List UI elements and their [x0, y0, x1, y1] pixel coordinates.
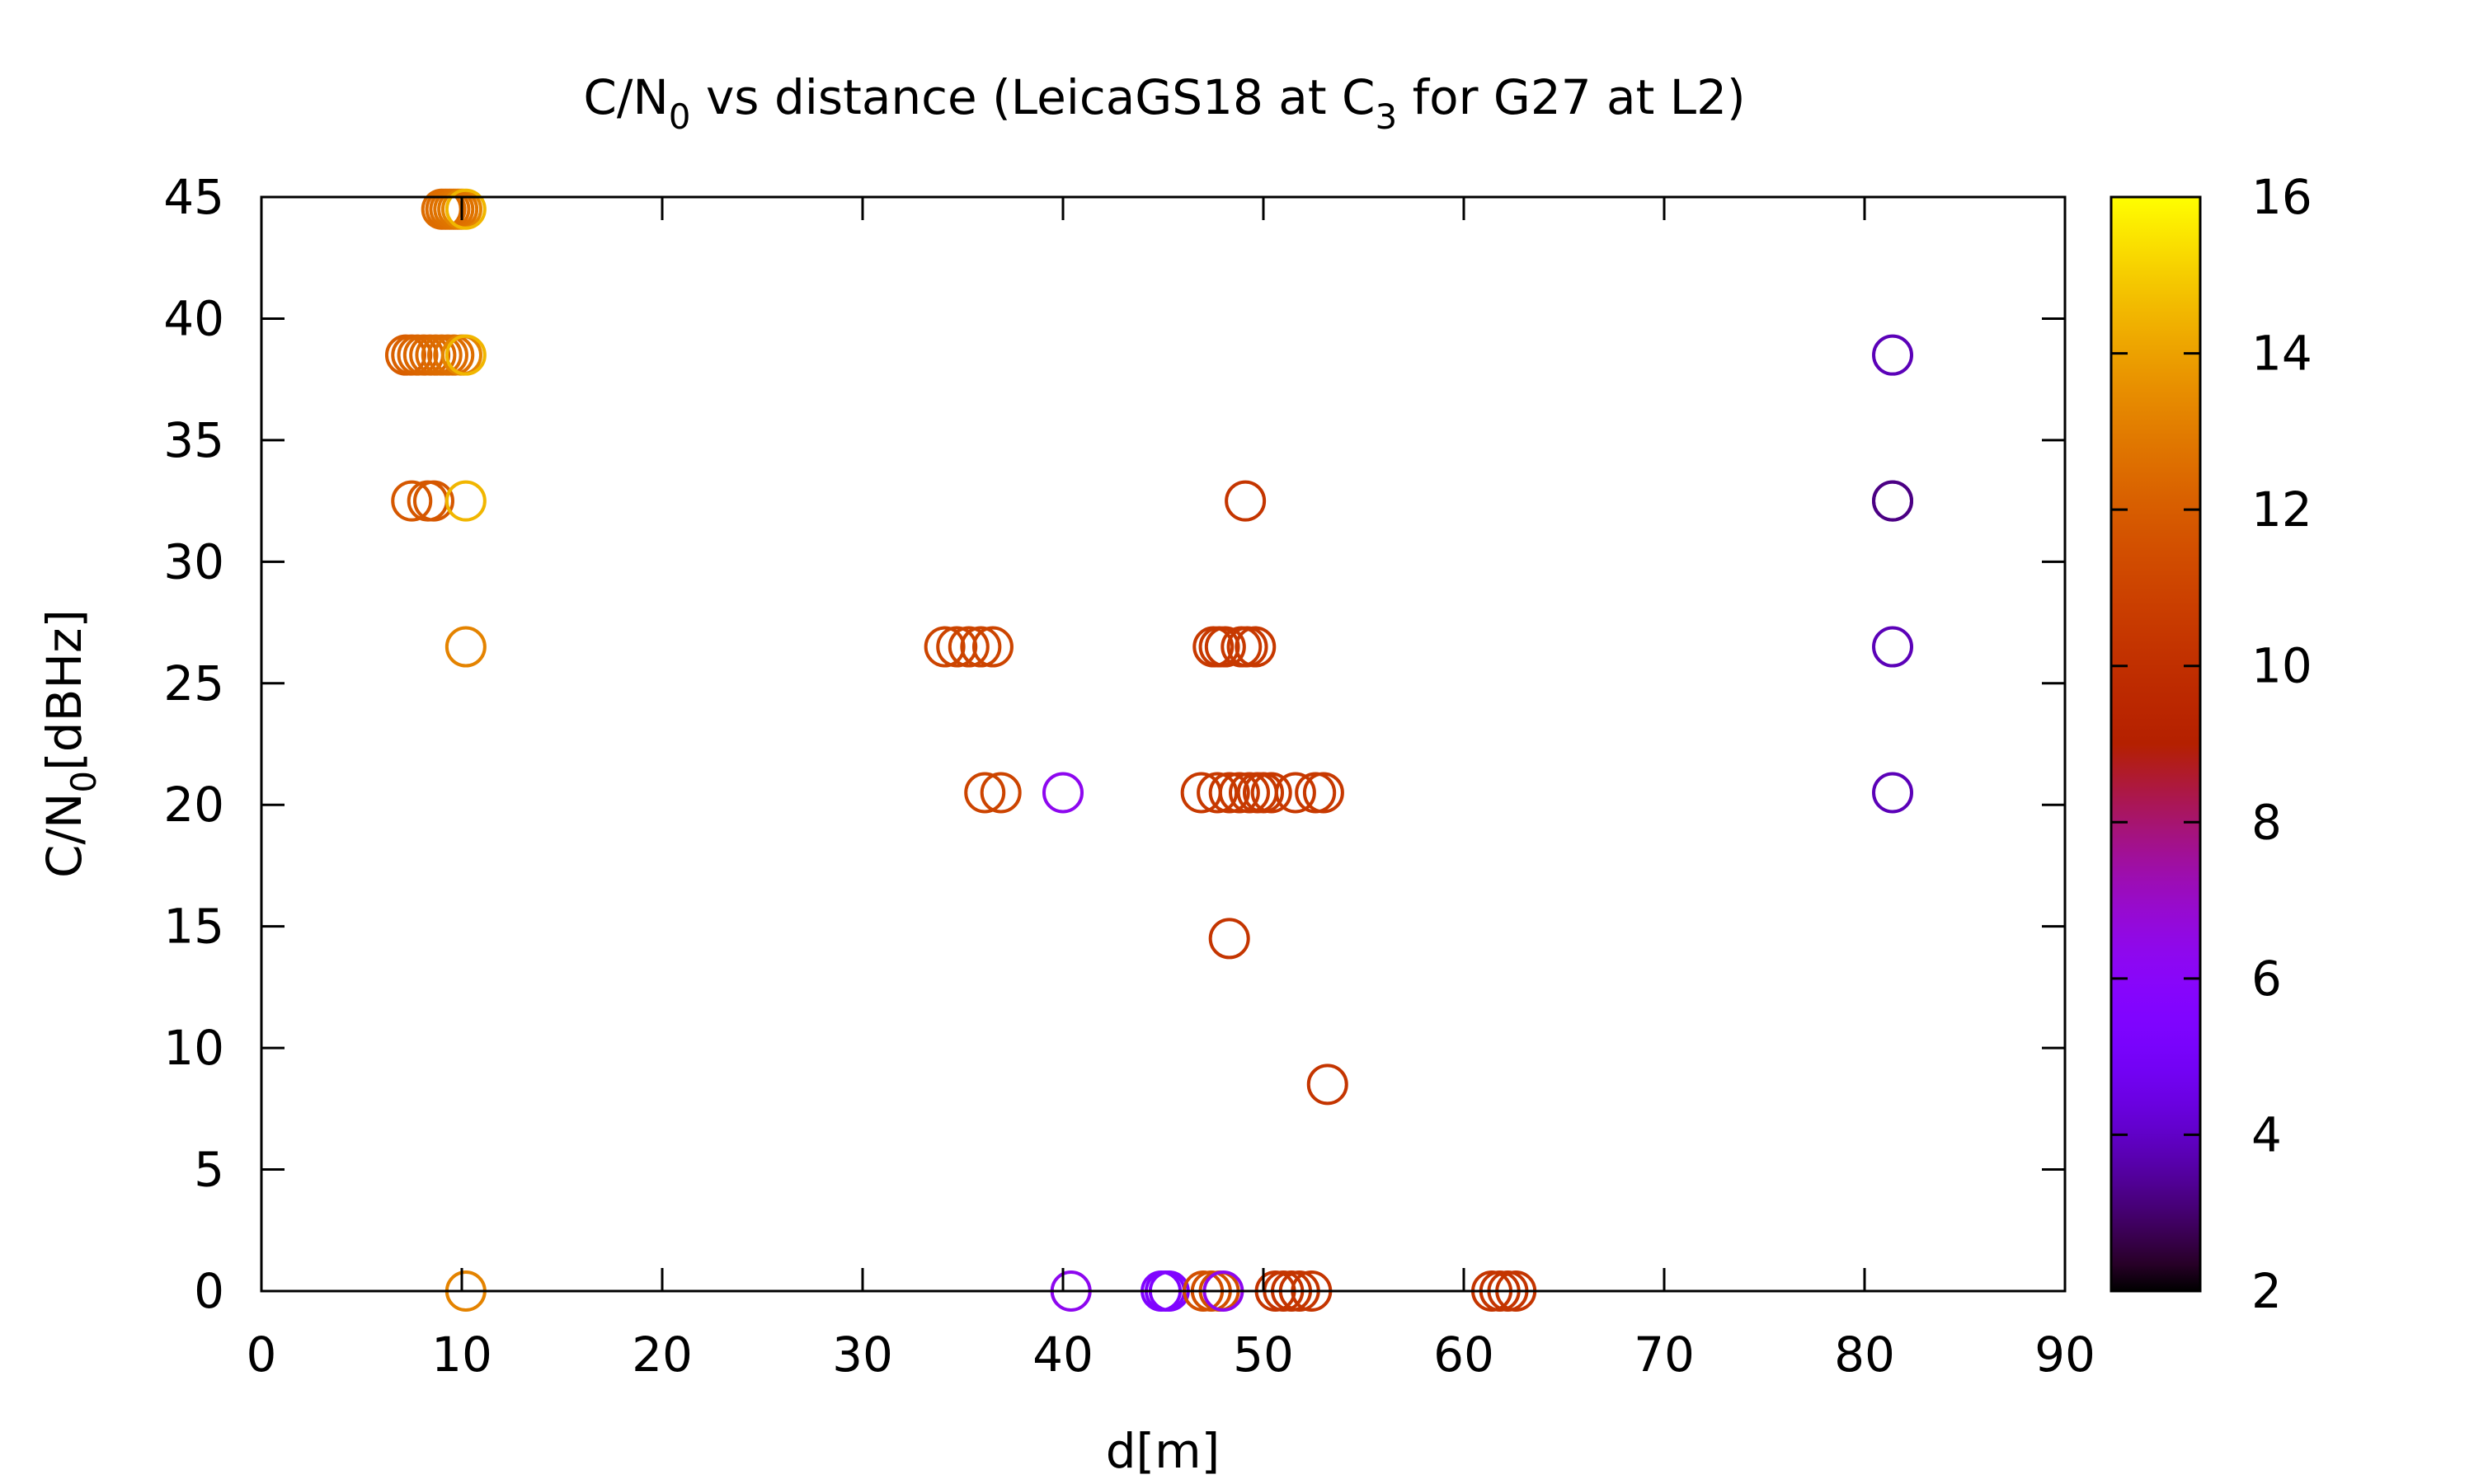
x-tick-label: 50	[1233, 1327, 1294, 1383]
colorbar-tick-label: 2	[2251, 1263, 2282, 1319]
colorbar-gradient	[2109, 195, 2202, 1293]
colorbar-tick-label: 8	[2251, 794, 2282, 850]
data-point	[1302, 772, 1344, 814]
y-axis-label: C/N0[dBHz]	[36, 609, 104, 878]
data-point	[1306, 1064, 1348, 1106]
colorbar-tick-label: 4	[2251, 1106, 2282, 1162]
data-point	[1042, 772, 1084, 814]
y-tick-label: 25	[163, 655, 224, 711]
data-points	[384, 188, 1914, 1312]
x-axis: 0 10 20 30 40 50 60 70 80 90	[247, 197, 2095, 1383]
data-point	[1250, 772, 1292, 814]
y-tick-label: 15	[163, 899, 224, 955]
y-tick-label: 0	[194, 1263, 224, 1319]
data-point	[1235, 626, 1277, 668]
data-point	[444, 626, 487, 668]
data-point	[964, 772, 1006, 814]
data-point	[412, 480, 454, 522]
x-tick-label: 30	[832, 1327, 893, 1383]
data-point	[1208, 918, 1250, 960]
data-point	[971, 626, 1014, 668]
data-point	[1204, 626, 1246, 668]
data-point	[1197, 772, 1239, 814]
y-tick-label: 30	[163, 533, 224, 589]
data-point	[444, 334, 487, 376]
x-tick-label: 0	[247, 1327, 277, 1383]
y-axis: 0 5 10 15 20 25 30 35 40 45	[163, 169, 2065, 1319]
data-point	[960, 626, 1002, 668]
y-tick-label: 20	[163, 777, 224, 833]
data-point	[924, 626, 966, 668]
colorbar: 2 4 6 8 10 12 14 16	[2109, 169, 2312, 1319]
x-tick-label: 10	[431, 1327, 492, 1383]
x-axis-label: d[m]	[1106, 1423, 1221, 1479]
colorbar-tick-label: 16	[2251, 169, 2312, 225]
colorbar-tick-label: 6	[2251, 951, 2282, 1007]
data-point	[1872, 480, 1914, 522]
data-point	[1872, 626, 1914, 668]
y-tick-label: 35	[163, 412, 224, 468]
data-point	[1218, 772, 1260, 814]
data-point	[1208, 772, 1250, 814]
data-point	[1872, 772, 1914, 814]
chart-title: C/N0 vs distance (LeicaGS18 at C3 for G2…	[583, 69, 1745, 137]
x-tick-label: 60	[1433, 1327, 1494, 1383]
colorbar-tick-label: 12	[2251, 481, 2312, 538]
data-point	[1274, 772, 1316, 814]
data-point	[391, 480, 433, 522]
data-point	[948, 626, 990, 668]
plot-area: 0 10 20 30 40 50 60 70 80 90 0 5 10 15 20 25 30 35 40 45	[163, 169, 2095, 1383]
y-tick-label: 45	[163, 169, 224, 225]
x-tick-label: 40	[1032, 1327, 1094, 1383]
colorbar-tick-label: 14	[2251, 326, 2312, 382]
plot-frame	[260, 195, 2067, 1293]
x-tick-label: 20	[632, 1327, 693, 1383]
data-point	[444, 188, 487, 230]
colorbar-tick-label: 10	[2251, 638, 2312, 694]
y-tick-label: 10	[163, 1020, 224, 1076]
data-point	[1225, 480, 1267, 522]
data-point	[444, 480, 487, 522]
data-point	[1872, 334, 1914, 376]
y-tick-label: 40	[163, 290, 224, 346]
x-tick-label: 80	[1834, 1327, 1895, 1383]
data-point	[980, 772, 1022, 814]
x-tick-label: 70	[1634, 1327, 1695, 1383]
data-point	[936, 626, 978, 668]
colorbar-ticks: 2 4 6 8 10 12 14 16	[2111, 169, 2312, 1319]
y-tick-label: 5	[194, 1142, 224, 1198]
x-tick-label: 90	[2034, 1327, 2095, 1383]
